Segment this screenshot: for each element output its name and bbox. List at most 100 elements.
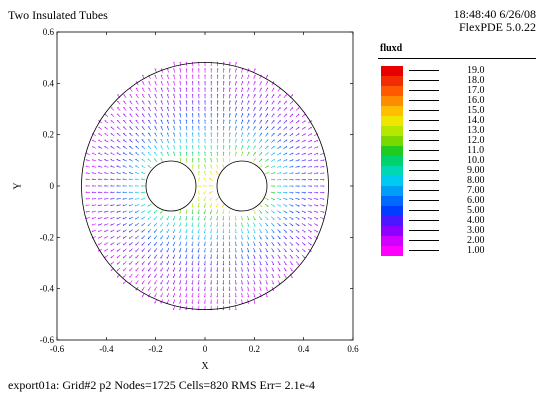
flux-arrow (253, 248, 256, 253)
flux-arrowhead (110, 165, 113, 167)
flux-arrowhead (185, 231, 187, 234)
flux-arrowhead (210, 158, 212, 160)
flux-arrowhead (179, 276, 181, 279)
flux-arrow (289, 210, 294, 213)
flux-arrowhead (203, 250, 206, 253)
flux-arrowhead (185, 132, 188, 134)
legend-item: 10.0 (375, 156, 535, 166)
flux-arrow (247, 119, 250, 124)
flux-arrowhead (179, 81, 182, 83)
flux-arrow (123, 248, 127, 252)
flux-arrow (98, 159, 103, 162)
flux-arrow (307, 235, 312, 239)
flux-arrow (241, 280, 243, 285)
flux-arrowhead (160, 87, 163, 89)
flux-arrowhead (197, 282, 199, 285)
flux-arrow (222, 215, 225, 221)
flux-arrowhead (241, 244, 243, 247)
flux-arrow (235, 81, 237, 86)
flux-arrowhead (242, 100, 244, 103)
flux-arrowhead (259, 270, 262, 272)
flux-arrowhead (98, 159, 100, 160)
flux-arrow (110, 229, 115, 233)
flux-arrow (204, 196, 206, 201)
flux-arrowhead (228, 289, 231, 291)
flux-arrowhead (253, 263, 256, 266)
flux-arrow (85, 198, 90, 200)
flux-arrowhead (116, 204, 118, 206)
flux-arrowhead (185, 269, 187, 272)
flux-arrowhead (191, 231, 193, 234)
flux-arrow (295, 242, 300, 246)
flux-arrow (241, 132, 243, 137)
flux-arrow (173, 305, 176, 311)
flux-arrowhead (266, 257, 268, 259)
flux-arrow (122, 172, 127, 174)
flux-arrow (123, 94, 127, 99)
flux-arrow (271, 241, 275, 246)
flux-arrow (283, 210, 288, 213)
flux-arrowhead (228, 308, 231, 311)
flux-arrowhead (292, 146, 294, 148)
flux-arrowhead (322, 172, 325, 175)
flux-arrow (271, 145, 275, 150)
flux-arrow (185, 81, 188, 86)
flux-arrowhead (160, 132, 163, 134)
flux-arrowhead (110, 197, 112, 200)
flux-arrow (185, 247, 188, 253)
flux-arrow (135, 267, 139, 272)
flux-arrowhead (160, 106, 163, 109)
flux-arrowhead (234, 302, 237, 304)
flux-arrow (148, 113, 151, 118)
flux-arrow (235, 68, 237, 73)
flux-arrowhead (210, 74, 213, 77)
flux-arrow (241, 254, 243, 259)
flux-arrowhead (166, 126, 169, 128)
flux-arrowhead (242, 151, 244, 154)
flux-arrow (229, 126, 231, 131)
flux-arrow (141, 254, 145, 259)
flux-arrow (148, 107, 151, 111)
flux-arrow (270, 172, 275, 175)
flux-arrow (235, 235, 237, 240)
flux-arrow (307, 229, 312, 233)
flux-arrowhead (197, 231, 199, 234)
flux-arrow (259, 273, 262, 278)
flux-arrowhead (185, 100, 188, 102)
flux-arrow (283, 132, 287, 137)
flux-arrow (116, 172, 121, 174)
flux-arrow (259, 260, 262, 266)
flux-arrow (229, 299, 231, 304)
flux-arrow (104, 133, 109, 137)
flux-arrow (265, 280, 268, 285)
flux-arrowhead (304, 152, 306, 155)
flux-arrow (160, 113, 164, 118)
flux-arrowhead (229, 145, 231, 147)
flux-arrow (283, 113, 287, 118)
flux-arrow (247, 241, 250, 246)
flux-arrowhead (215, 212, 217, 214)
legend-leader-line (409, 240, 439, 241)
flux-arrow (173, 126, 176, 131)
legend-item: 12.0 (375, 136, 535, 146)
flux-arrowhead (322, 185, 325, 188)
flux-arrow (264, 152, 269, 156)
flux-arrowhead (104, 178, 106, 180)
flux-arrow (277, 139, 281, 143)
flux-arrow (154, 260, 157, 266)
flux-arrow (85, 217, 90, 219)
flux-arrow (104, 223, 109, 226)
flux-arrowhead (304, 166, 306, 168)
flux-arrow (98, 152, 103, 155)
flux-arrowhead (179, 289, 181, 291)
flux-arrow (301, 210, 306, 213)
flux-arrow (277, 280, 281, 285)
flux-arrow (229, 158, 231, 163)
flux-arrowhead (266, 238, 268, 240)
flux-arrowhead (128, 217, 131, 220)
flux-arrowhead (191, 218, 193, 221)
flux-arrow (141, 158, 146, 162)
flux-arrow (301, 235, 306, 239)
flux-arrow (173, 273, 176, 278)
flux-arrow (270, 178, 275, 181)
